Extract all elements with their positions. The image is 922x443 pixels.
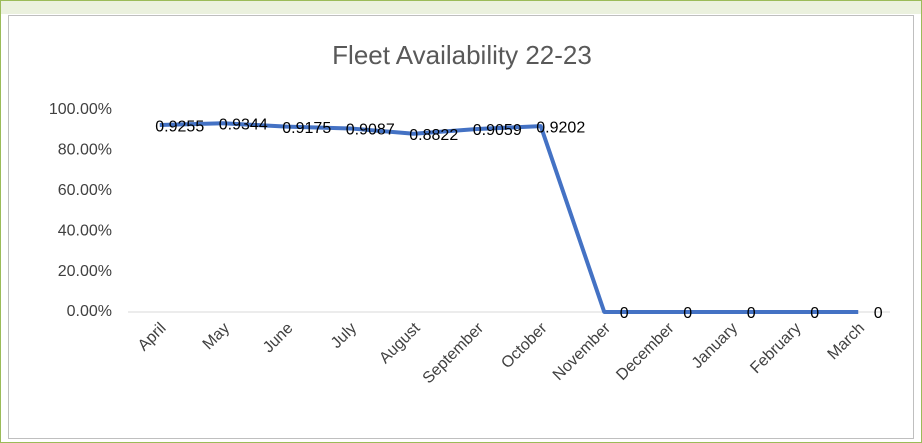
data-label: 0.9087	[346, 122, 395, 139]
y-tick-label: 80.00%	[58, 142, 112, 159]
data-label: 0	[620, 305, 629, 322]
data-label: 0.8822	[409, 127, 458, 144]
y-tick-label: 20.00%	[58, 263, 112, 280]
data-label: 0	[874, 305, 883, 322]
chart-frame	[8, 15, 914, 439]
data-label: 0.9202	[536, 119, 585, 136]
y-tick-label: 60.00%	[58, 182, 112, 199]
y-tick-label: 100.00%	[49, 101, 112, 118]
y-tick-label: 0.00%	[67, 303, 112, 320]
line-series	[159, 121, 859, 314]
data-label: 0.9255	[155, 118, 204, 135]
y-tick-label: 40.00%	[58, 222, 112, 239]
data-label: 0	[683, 305, 692, 322]
data-label: 0	[810, 305, 819, 322]
header-band	[0, 0, 922, 14]
data-label: 0	[747, 305, 756, 322]
chart-title: Fleet Availability 22-23	[332, 40, 592, 70]
data-label: 0.9059	[473, 122, 522, 139]
data-label: 0.9175	[282, 120, 331, 137]
data-label: 0.9344	[219, 116, 268, 133]
